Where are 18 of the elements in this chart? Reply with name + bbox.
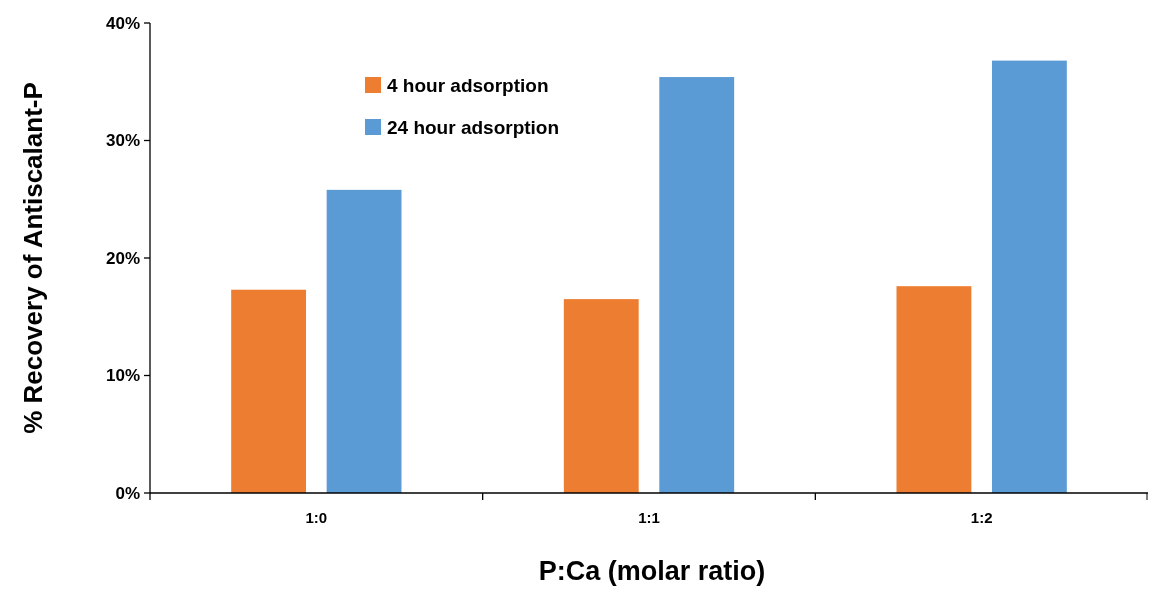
- bar: [991, 60, 1067, 493]
- x-tick-label: 1:1: [638, 509, 660, 526]
- y-tick-label: 0%: [115, 483, 140, 503]
- bar: [896, 286, 972, 493]
- bar: [231, 289, 307, 493]
- bar: [563, 299, 639, 493]
- y-tick-label: 40%: [105, 13, 140, 33]
- x-tick-label: 1:2: [970, 509, 993, 526]
- bar: [659, 77, 735, 493]
- y-axis-title: % Recovery of Antiscalant-P: [18, 82, 48, 434]
- legend-label: 24 hour adsorption: [387, 116, 560, 138]
- y-tick-label: 30%: [105, 131, 140, 151]
- x-axis-title: P:Ca (molar ratio): [538, 556, 766, 586]
- x-tick-label: 1:0: [305, 509, 328, 526]
- legend-label: 4 hour adsorption: [387, 74, 549, 96]
- y-tick-label: 20%: [105, 248, 140, 268]
- bar: [326, 189, 402, 493]
- y-tick-label: 10%: [105, 366, 140, 386]
